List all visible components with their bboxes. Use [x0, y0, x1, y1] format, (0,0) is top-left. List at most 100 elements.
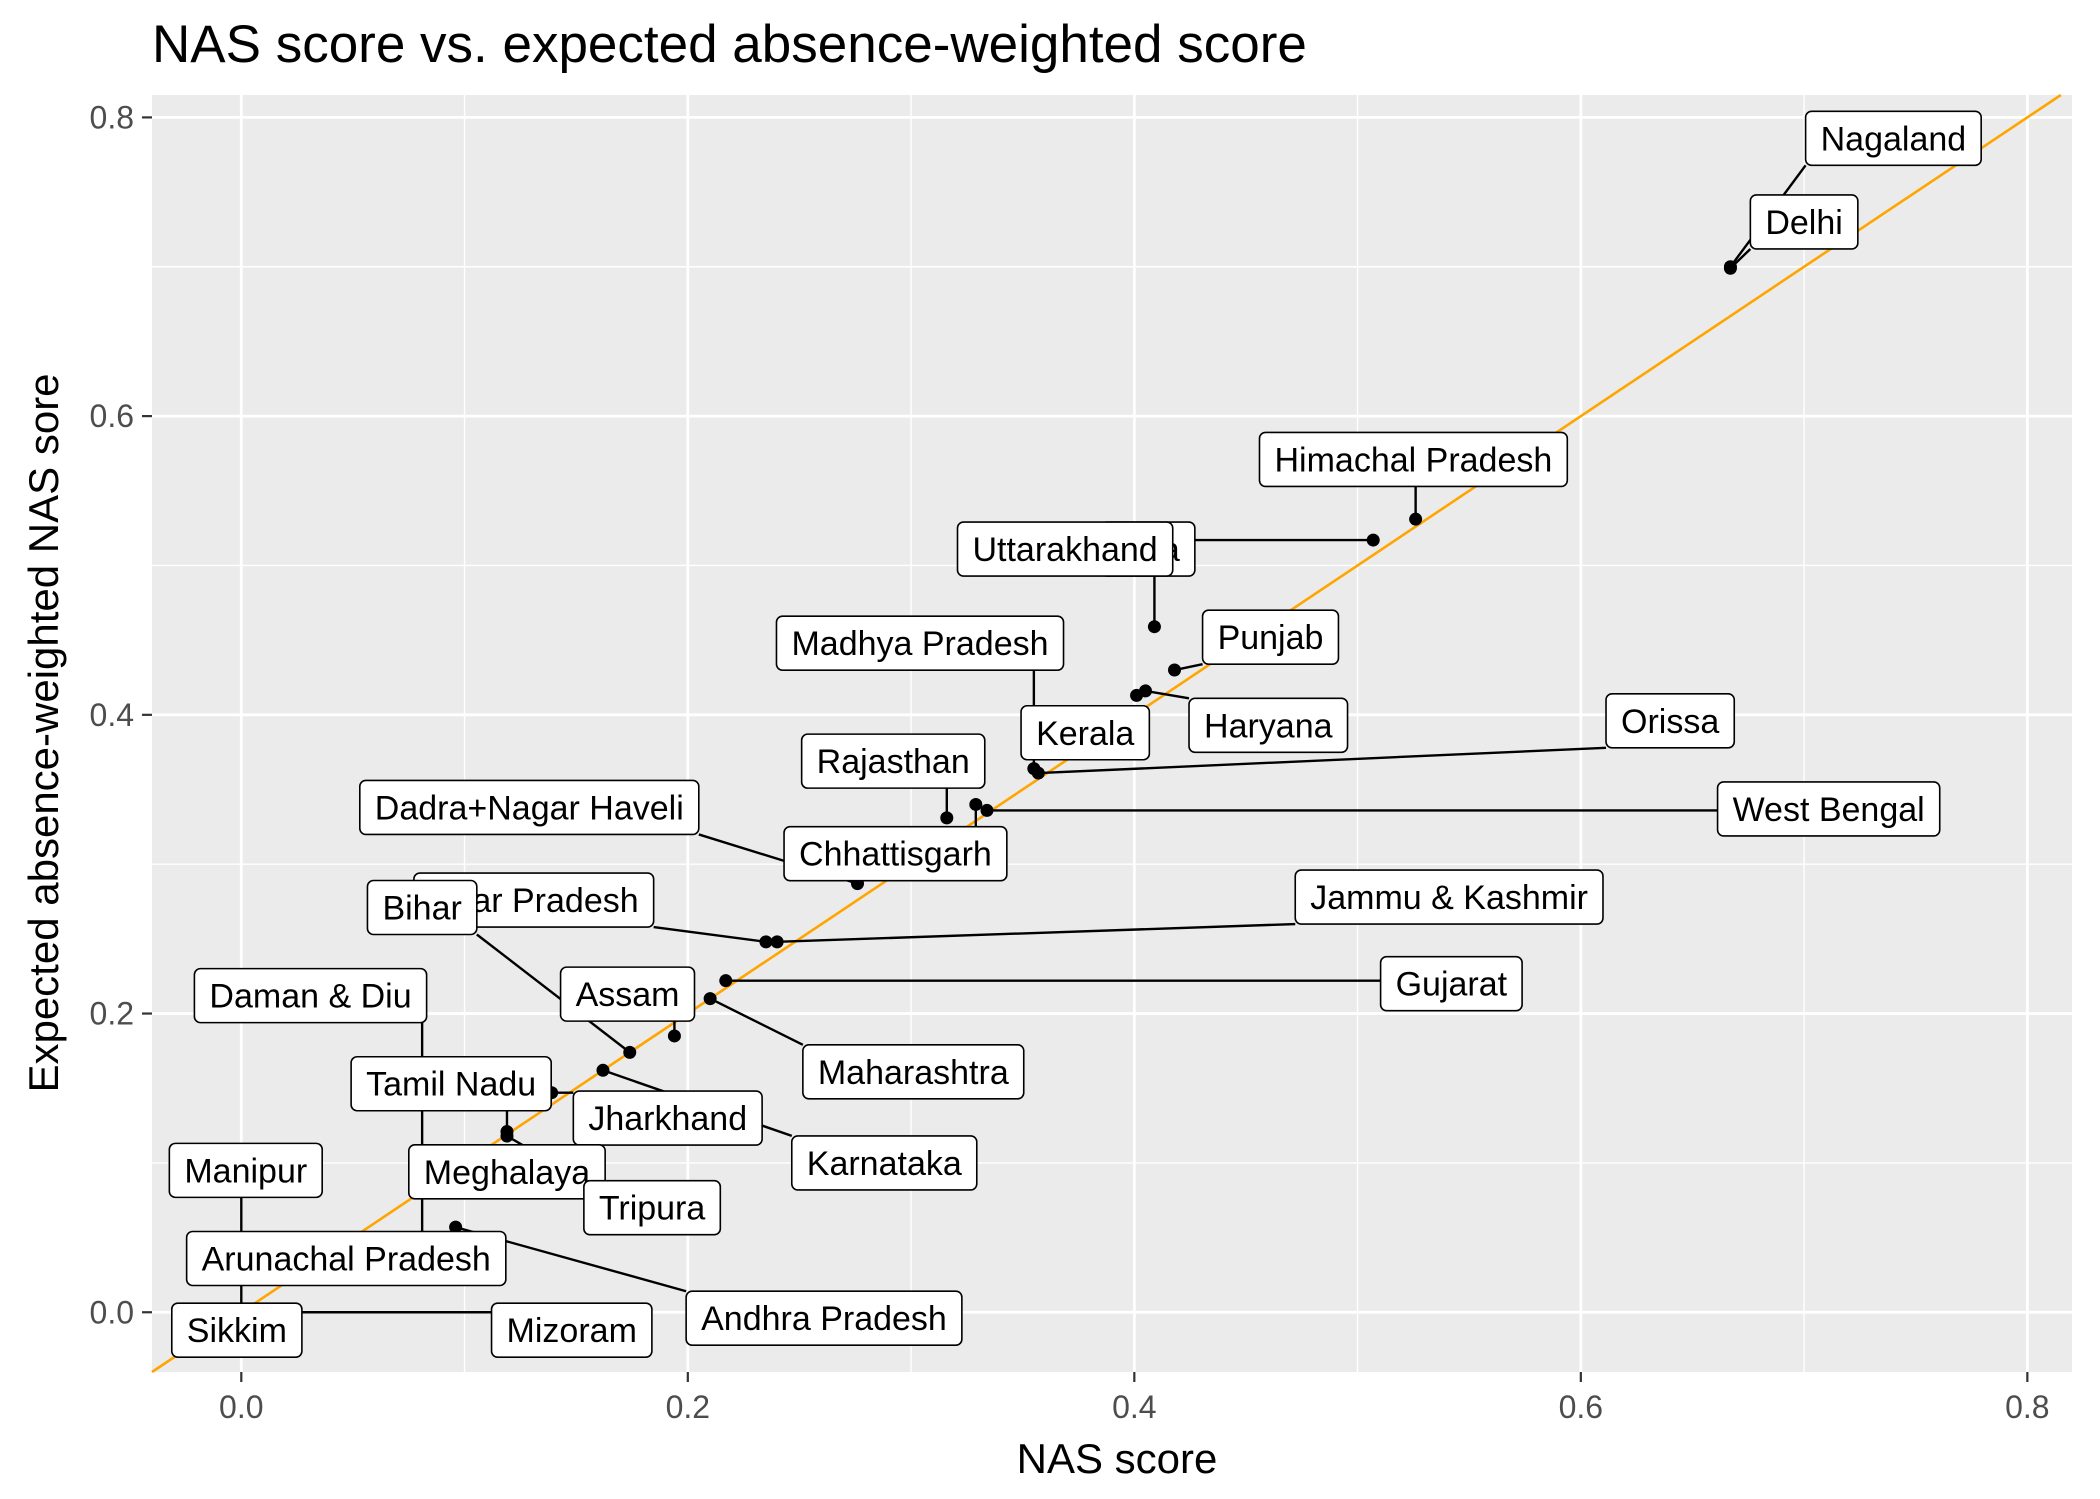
- point-label: Chhattisgarh: [783, 825, 1008, 882]
- chart-title: NAS score vs. expected absence-weighted …: [152, 15, 1307, 74]
- data-point: [770, 935, 784, 949]
- point-label-text: Dadra+Nagar Haveli: [375, 789, 684, 827]
- point-label-text: Tripura: [599, 1190, 706, 1228]
- data-point: [449, 1220, 463, 1234]
- point-label-box: [359, 779, 700, 836]
- point-label-box: [350, 1055, 553, 1112]
- data-point: [1168, 663, 1182, 677]
- point-label-box: [1188, 697, 1349, 754]
- point-label-text: Punjab: [1218, 619, 1324, 657]
- y-tick-label: 0.8: [90, 99, 134, 135]
- leader-line: [653, 925, 767, 944]
- point-label-text: Daman & Diu: [209, 978, 411, 1016]
- point-label-box: [1258, 431, 1569, 488]
- point-label-box: [168, 1142, 323, 1199]
- point-label-box: [366, 879, 478, 936]
- point-label: Sikkim: [170, 1302, 303, 1358]
- point-label-box: [1020, 704, 1151, 761]
- point-label-box: [572, 1090, 763, 1146]
- point-label-text: Uttarakhand: [972, 531, 1157, 569]
- point-label-text: Haryana: [1204, 707, 1333, 745]
- point-label: Gujarat: [1379, 955, 1523, 1012]
- y-tick-label: 0.4: [90, 697, 134, 733]
- point-label: Dadra+Nagar Haveli: [359, 779, 700, 836]
- data-point: [667, 1029, 681, 1043]
- x-tick-label: 0.0: [219, 1389, 263, 1425]
- data-point: [623, 1045, 637, 1059]
- point-label-text: Orissa: [1621, 703, 1719, 741]
- data-point: [940, 811, 954, 825]
- point-label-text: West Bengal: [1733, 791, 1925, 829]
- y-tick-label: 0.0: [90, 1294, 134, 1330]
- point-label-text: Chhattisgarh: [799, 836, 992, 874]
- point-label-box: [1605, 693, 1736, 749]
- data-point: [596, 1063, 610, 1077]
- point-label-text: Gujarat: [1396, 966, 1508, 1004]
- y-axis-title: Expected absence-weighted NAS sore: [20, 373, 67, 1092]
- point-label: Jammu & Kashmir: [1294, 869, 1604, 925]
- data-point: [1409, 512, 1423, 526]
- point-label-text: Tamil Nadu: [366, 1066, 536, 1104]
- point-label-box: [790, 1135, 978, 1191]
- point-label: Maharashtra: [802, 1043, 1025, 1100]
- point-label-box: [956, 521, 1174, 577]
- point-label: Andhra Pradesh: [685, 1290, 963, 1347]
- point-label: Manipur: [168, 1142, 323, 1199]
- point-label-text: Mizoram: [507, 1312, 637, 1350]
- data-point: [980, 803, 994, 817]
- point-label-box: [193, 967, 428, 1024]
- point-label-box: [170, 1302, 303, 1358]
- point-label-text: Rajasthan: [817, 743, 970, 781]
- point-label: Delhi: [1749, 194, 1859, 250]
- point-label: Arunachal Pradesh: [185, 1230, 507, 1287]
- point-label-box: [1749, 194, 1859, 250]
- point-label-text: Meghalaya: [424, 1154, 590, 1192]
- point-label: West Bengal: [1716, 781, 1941, 837]
- point-label-box: [775, 615, 1065, 671]
- x-tick-label: 0.8: [2005, 1389, 2049, 1425]
- point-label: Tamil Nadu: [350, 1055, 553, 1112]
- point-label-box: [490, 1302, 653, 1358]
- point-label: Tripura: [583, 1179, 722, 1236]
- x-axis-title: NAS score: [1017, 1435, 1218, 1482]
- point-label-box: [559, 966, 696, 1022]
- point-label-text: Madhya Pradesh: [791, 625, 1048, 663]
- point-label-text: Manipur: [184, 1152, 307, 1190]
- point-label-text: Himachal Pradesh: [1274, 441, 1552, 479]
- point-label: Rajasthan: [800, 733, 986, 789]
- point-label-box: [1201, 609, 1340, 665]
- point-label-text: Nagaland: [1821, 120, 1967, 158]
- point-label-box: [185, 1230, 507, 1287]
- leader-line: [476, 933, 631, 1054]
- point-label: Bihar: [366, 879, 478, 936]
- point-label-box: [800, 733, 986, 789]
- data-point: [1723, 261, 1737, 275]
- point-label-box: [1294, 869, 1604, 925]
- point-label: Nagaland: [1804, 110, 1982, 167]
- point-label-text: Sikkim: [187, 1312, 287, 1350]
- point-label: Jharkhand: [572, 1090, 763, 1146]
- point-label-text: Andhra Pradesh: [701, 1300, 947, 1338]
- leader-line: [709, 997, 804, 1046]
- x-tick-label: 0.4: [1112, 1389, 1156, 1425]
- point-label: Assam: [559, 966, 696, 1022]
- point-label-box: [802, 1043, 1025, 1100]
- leader-line: [1038, 746, 1607, 775]
- point-label-box: [685, 1290, 963, 1347]
- point-label: Uttarakhand: [956, 521, 1174, 577]
- point-label: Punjab: [1201, 609, 1340, 665]
- point-label-box: [583, 1179, 722, 1236]
- point-label-box: [1804, 110, 1982, 167]
- data-point: [703, 992, 717, 1006]
- point-label: Orissa: [1605, 693, 1736, 749]
- data-point: [1130, 688, 1144, 702]
- point-label-text: Assam: [576, 976, 680, 1014]
- point-label-text: Jammu & Kashmir: [1310, 879, 1588, 917]
- point-label: Karnataka: [790, 1135, 978, 1191]
- point-label: Himachal Pradesh: [1258, 431, 1569, 488]
- data-point: [969, 797, 983, 811]
- point-label-box: [408, 1144, 606, 1200]
- point-label: Meghalaya: [408, 1144, 606, 1200]
- y-tick-label: 0.2: [90, 996, 134, 1032]
